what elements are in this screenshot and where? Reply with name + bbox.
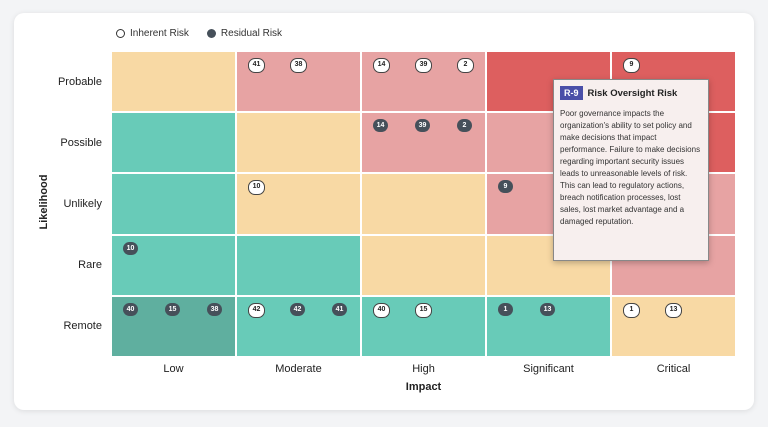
legend-residual-label: Residual Risk [220,28,283,39]
inherent-risk-badge[interactable]: 1 [623,302,640,318]
legend-inherent-label: Inherent Risk [130,28,189,39]
residual-risk-badge[interactable]: 41 [332,302,347,316]
column-label-high: High [412,363,435,375]
residual-risk-marker-icon [206,29,216,38]
heatmap-cell [236,234,361,296]
residual-risk-badge[interactable]: 39 [415,119,430,133]
heatmap-cell [111,112,236,174]
residual-risk-badge[interactable]: 9 [498,180,513,194]
column-label-critical: Critical [656,363,691,375]
legend-item-residual[interactable]: Residual Risk [206,28,283,39]
y-axis-title: Likelihood [38,174,50,230]
risk-tooltip-description: Poor governance impacts the organization… [560,109,701,226]
row-label-rare: Rare [78,259,102,271]
inherent-risk-badge[interactable]: 2 [457,58,474,73]
risk-tooltip: R-9 Risk Oversight Risk Poor governance … [553,79,709,261]
heatmap-cell [236,112,361,174]
inherent-risk-badge[interactable]: 40 [373,302,390,318]
inherent-risk-badge[interactable]: 15 [415,302,432,318]
residual-risk-badge[interactable]: 13 [540,302,555,316]
residual-risk-badge[interactable]: 2 [457,119,472,133]
inherent-risk-badge[interactable]: 14 [373,58,390,73]
heatmap-cell [111,173,236,235]
residual-risk-badge[interactable]: 1 [498,302,513,316]
residual-risk-badge[interactable]: 15 [165,302,180,316]
inherent-risk-badge[interactable]: 42 [248,302,265,318]
inherent-risk-marker-icon [116,29,125,38]
row-label-unlikely: Unlikely [63,198,102,210]
column-label-moderate: Moderate [275,363,322,375]
residual-risk-badge[interactable]: 10 [123,241,138,255]
inherent-risk-badge[interactable]: 39 [415,58,432,73]
legend-item-inherent[interactable]: Inherent Risk [116,28,189,39]
inherent-risk-badge[interactable]: 9 [623,58,640,73]
heatmap-cell [361,234,486,296]
column-label-significant: Significant [523,363,574,375]
risk-id-badge: R-9 [560,86,583,100]
residual-risk-badge[interactable]: 42 [290,302,305,316]
row-label-possible: Possible [60,137,102,149]
column-label-low: Low [163,363,184,375]
x-axis-title: Impact [405,381,442,393]
inherent-risk-badge[interactable]: 41 [248,58,265,73]
heatmap-cell [361,173,486,235]
inherent-risk-badge[interactable]: 13 [665,302,682,318]
residual-risk-badge[interactable]: 40 [123,302,138,316]
risk-tooltip-title: Risk Oversight Risk [587,87,678,99]
heatmap-cell [111,51,236,113]
legend: Inherent Risk Residual Risk [116,28,300,39]
residual-risk-badge[interactable]: 38 [207,302,222,316]
row-label-remote: Remote [63,320,102,332]
row-label-probable: Probable [57,76,102,88]
residual-risk-badge[interactable]: 14 [373,119,388,133]
heatmap-grid: 41 38 14 39 2 9 14 39 2 10 9 10 40 15 38 42 42 41 40 15 1 13 1… [111,51,736,357]
inherent-risk-badge[interactable]: 38 [290,58,307,73]
inherent-risk-badge[interactable]: 10 [248,180,265,196]
